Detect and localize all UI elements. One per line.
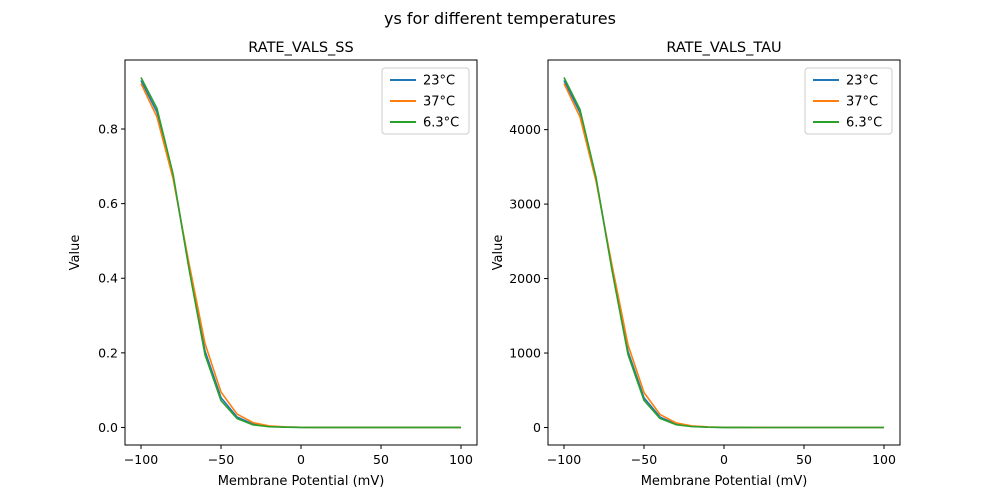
x-axis-label: Membrane Potential (mV): [218, 474, 385, 489]
subplot-title: RATE_VALS_SS: [248, 40, 353, 56]
x-tick-label: −50: [631, 452, 657, 467]
y-axis-label: Value: [68, 235, 83, 271]
x-axis-label: Membrane Potential (mV): [641, 474, 808, 489]
x-tick-label: 100: [449, 452, 473, 467]
subplot-ss: RATE_VALS_SS −100 −50 0 50 100 0.0 0.2 0.4 0.6 0.8…: [68, 40, 478, 489]
x-tick-label: −100: [547, 452, 581, 467]
x-tick-label: 100: [872, 452, 896, 467]
y-tick-label: 0.4: [98, 271, 118, 286]
x-tick-label: 50: [373, 452, 389, 467]
y-tick-label: 1000: [509, 346, 541, 361]
y-tick-label: 0.8: [98, 122, 118, 137]
subplot-title: RATE_VALS_TAU: [666, 40, 781, 56]
legend-label: 23°C: [846, 74, 878, 89]
x-tick-label: 50: [796, 452, 812, 467]
legend-label: 6.3°C: [423, 116, 459, 131]
series-line-2: [140, 77, 461, 429]
legend-label: 37°C: [846, 95, 878, 110]
series-group: [140, 77, 461, 429]
y-tick-label: 0.2: [98, 345, 118, 360]
x-tick-label: −100: [124, 452, 158, 467]
x-tick-label: −50: [208, 452, 234, 467]
series-line-2: [563, 77, 884, 429]
figure-suptitle: ys for different temperatures: [384, 9, 616, 28]
legend-label: 37°C: [423, 95, 455, 110]
y-tick-label: 3000: [509, 197, 541, 212]
legend-box: [381, 67, 470, 135]
legend: 23°C 37°C 6.3°C: [381, 67, 470, 135]
y-axis-label: Value: [491, 235, 506, 271]
legend-label: 6.3°C: [846, 116, 882, 131]
series-group: [563, 77, 884, 429]
legend-label: 23°C: [423, 74, 455, 89]
y-tick-label: 2000: [509, 271, 541, 286]
y-tick-label: 4000: [509, 122, 541, 137]
series-line-1: [563, 83, 884, 429]
y-tick-label: 0.0: [98, 420, 118, 435]
subplot-tau: RATE_VALS_TAU−100 −50 0 50 10001000200030004…: [491, 40, 901, 489]
legend: 23°C 37°C 6.3°C: [804, 67, 893, 135]
x-tick-label: 0: [297, 452, 305, 467]
x-tick-label: 0: [720, 452, 728, 467]
y-tick-label: 0: [533, 420, 541, 435]
y-tick-label: 0.6: [98, 196, 118, 211]
legend-box: [804, 67, 893, 135]
series-line-1: [140, 83, 461, 429]
